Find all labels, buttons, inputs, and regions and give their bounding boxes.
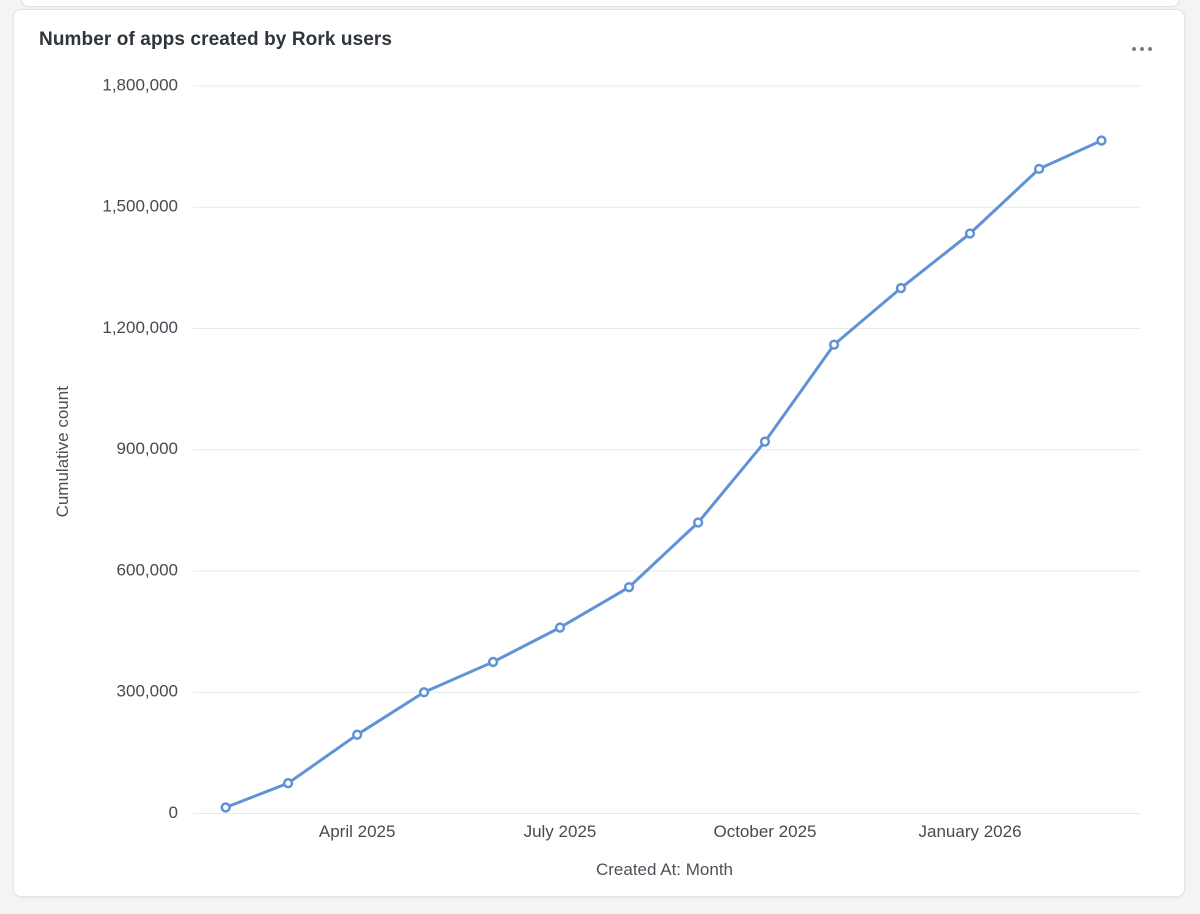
y-axis-tick-label: 1,800,000 xyxy=(102,75,178,94)
data-point-marker[interactable] xyxy=(895,282,907,294)
ellipsis-icon xyxy=(1148,47,1152,51)
x-axis-tick-label: January 2026 xyxy=(919,822,1022,841)
card-menu-button[interactable] xyxy=(1128,43,1156,55)
series-line xyxy=(224,139,1103,809)
data-point-marker[interactable] xyxy=(759,436,771,447)
data-point-marker[interactable] xyxy=(828,339,840,350)
card-title: Number of apps created by Rork users xyxy=(39,29,393,50)
ellipsis-icon xyxy=(1140,47,1144,51)
x-axis-tick-label: April 2025 xyxy=(319,822,396,841)
data-point-marker[interactable] xyxy=(487,656,499,668)
ellipsis-icon xyxy=(1132,47,1136,51)
y-axis-tick-label: 600,000 xyxy=(117,560,178,579)
y-axis-title: Cumulative count xyxy=(53,386,72,518)
x-axis-tick-label: October 2025 xyxy=(713,822,816,841)
y-axis-tick-label: 900,000 xyxy=(117,439,178,458)
data-point-marker[interactable] xyxy=(282,778,294,789)
data-point-marker[interactable] xyxy=(964,228,976,239)
x-axis-tick-label: July 2025 xyxy=(524,822,597,841)
data-point-marker[interactable] xyxy=(554,622,566,633)
data-point-marker[interactable] xyxy=(692,517,704,528)
y-axis-tick-label: 300,000 xyxy=(117,682,178,701)
data-point-marker[interactable] xyxy=(418,687,430,698)
data-point-marker[interactable] xyxy=(1033,163,1045,175)
data-point-marker[interactable] xyxy=(352,729,363,740)
y-axis-tick-label: 1,200,000 xyxy=(102,318,178,337)
y-axis-tick-label: 1,500,000 xyxy=(102,197,178,216)
y-axis-tick-label: 0 xyxy=(169,803,178,822)
x-axis-title: Created At: Month xyxy=(596,860,733,879)
data-point-marker[interactable] xyxy=(1096,135,1107,146)
data-point-marker[interactable] xyxy=(623,582,635,593)
chart-card: Number of apps created by Rork users xyxy=(13,9,1185,897)
data-point-marker[interactable] xyxy=(220,802,231,813)
